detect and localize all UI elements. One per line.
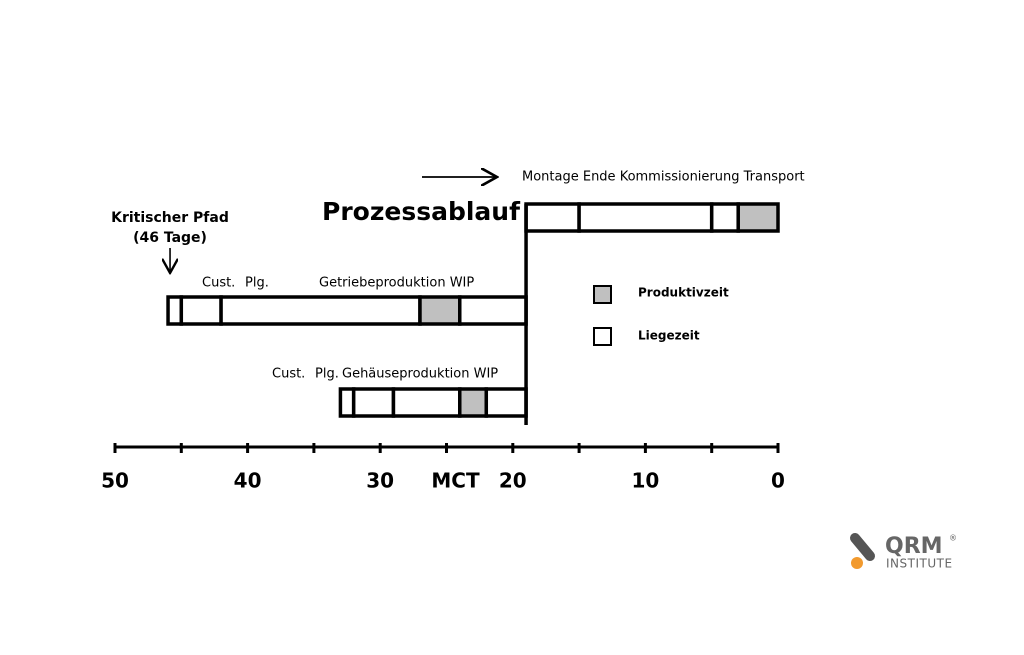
segment [736,202,780,233]
legend-label: Produktivzeit [638,286,729,300]
segment [458,387,489,418]
segment [219,295,422,326]
axis-tick-label: 10 [631,469,659,493]
top-label: Montage Ende Kommissionierung Transport [522,170,805,185]
axis-tick-label: 20 [499,469,527,493]
segment [179,295,223,326]
segment [709,202,740,233]
critical-path-label: Kritischer Pfad [111,210,229,226]
axis-tick-label: 40 [234,469,262,493]
segment [338,387,356,418]
segment [351,387,396,418]
segment [458,295,528,326]
segment [524,202,581,233]
row-label: Cust. [202,276,235,291]
axis-tick-label: 50 [101,469,129,493]
row-label: Getriebeproduktion WIP [319,276,474,291]
title: Prozessablauf [322,197,521,226]
segment [418,295,462,326]
logo-name: QRM [885,534,943,559]
axis-tick-label: MCT [431,469,480,493]
row-label: Plg. [245,276,269,291]
row-label: Cust. [272,367,305,382]
legend-swatch [593,327,612,346]
axis-tick-label: 0 [771,469,785,493]
critical-path-days: (46 Tage) [133,230,207,246]
row-label: Gehäuseproduktion WIP [342,367,498,382]
segment [166,295,184,326]
legend-label: Liegezeit [638,329,700,343]
segment [577,202,714,233]
logo-sub: INSTITUTE [886,557,953,571]
logo-mark: ® [949,534,957,543]
segment [391,387,462,418]
row-label: Plg. [315,367,339,382]
axis-tick-label: 30 [366,469,394,493]
logo: QRM ® INSTITUTE [850,533,957,571]
segment [484,387,528,418]
legend-swatch [593,285,612,304]
